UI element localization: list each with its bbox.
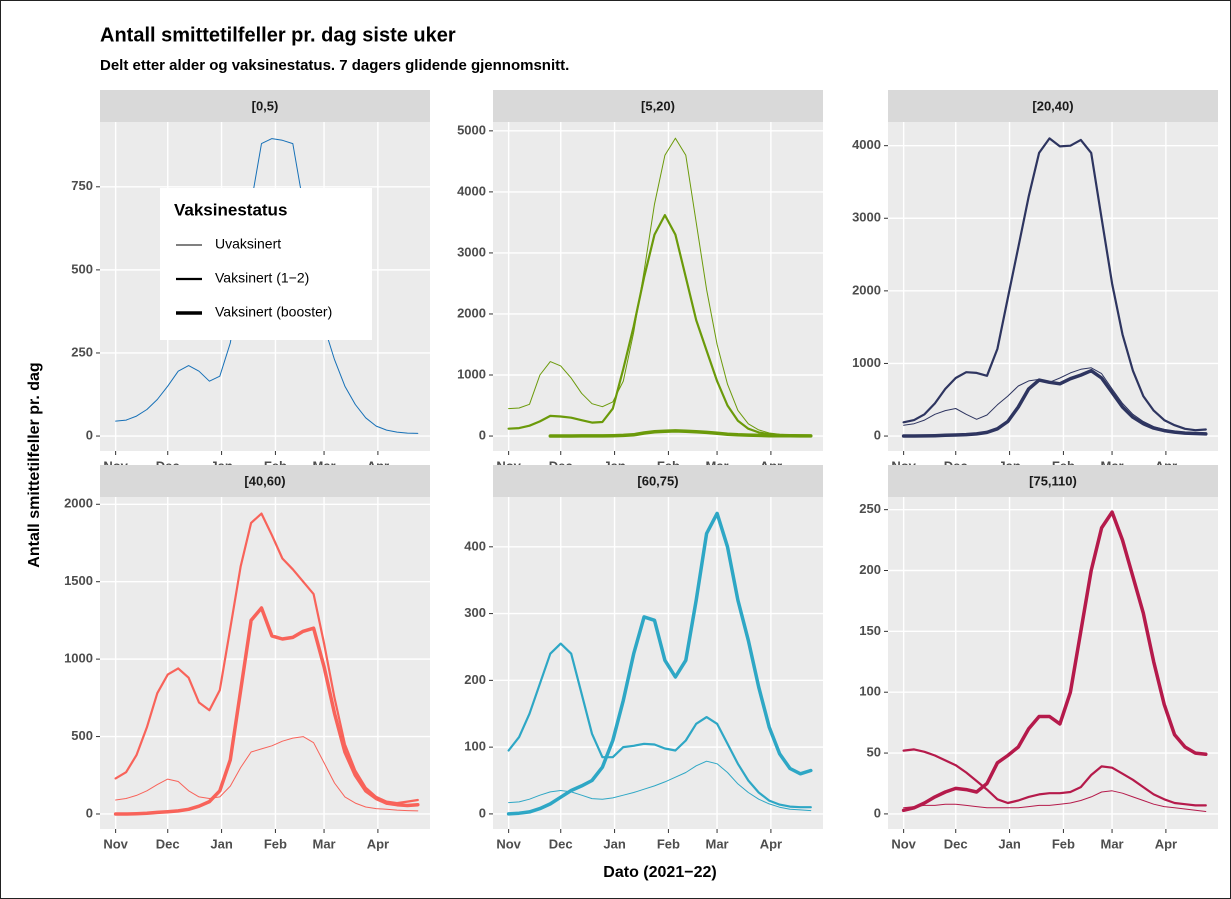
plot-background <box>888 497 1218 829</box>
y-tick-label: 1000 <box>457 366 486 381</box>
x-tick-label: Jan <box>210 836 232 851</box>
y-tick-label: 500 <box>71 728 93 743</box>
y-tick-label: 1000 <box>852 355 881 370</box>
y-tick-label: 50 <box>867 744 881 759</box>
series-line <box>507 642 812 809</box>
y-tick-label: 300 <box>464 605 486 620</box>
x-tick-label: Feb <box>657 836 680 851</box>
x-tick-label: Jan <box>603 836 625 851</box>
panels: [0,5)0250500750NovDecJanFebMarApr[5,20)0… <box>64 90 1218 851</box>
y-tick-label: 2000 <box>64 496 93 511</box>
y-tick-label: 250 <box>859 501 881 516</box>
panel-title: [40,60) <box>244 473 285 488</box>
series-line <box>506 511 813 816</box>
y-tick-label: 2000 <box>457 305 486 320</box>
x-tick-label: Dec <box>156 836 180 851</box>
chart-title: Antall smittetilfeller pr. dag siste uke… <box>100 24 456 46</box>
y-tick-label: 500 <box>71 261 93 276</box>
y-tick-label: 200 <box>464 672 486 687</box>
panel: [5,20)010002000300040005000NovDecJanFebM… <box>457 90 823 473</box>
y-tick-label: 750 <box>71 178 93 193</box>
y-tick-label: 3000 <box>852 210 881 225</box>
panel-title: [75,110) <box>1029 473 1077 488</box>
plot-background <box>100 497 430 829</box>
series-line <box>508 760 812 812</box>
x-tick-label: Feb <box>264 836 287 851</box>
series-line <box>548 429 813 438</box>
y-tick-label: 0 <box>479 427 486 442</box>
strip <box>100 90 430 122</box>
series-line <box>508 137 812 436</box>
y-tick-label: 4000 <box>852 137 881 152</box>
x-tick-label: Feb <box>1052 836 1075 851</box>
plot-background <box>888 122 1218 451</box>
strip <box>493 465 823 497</box>
y-tick-label: 4000 <box>457 183 486 198</box>
series-line <box>113 606 420 816</box>
legend-title: Vaksinestatus <box>174 200 287 219</box>
series-line <box>115 736 419 812</box>
panel: [40,60) 0 500 1000 1500 2000 Nov Dec Jan Feb Mar Ap… <box>64 465 430 851</box>
y-tick-label: 100 <box>464 739 486 754</box>
panel-title: [5,20) <box>641 98 675 113</box>
panel: [75,110) 0 50 100 150 200 250 Nov Dec Jan Feb Mar Ap… <box>859 465 1218 851</box>
y-tick-label: 400 <box>464 538 486 553</box>
strip <box>100 465 430 497</box>
panel: [0,5)0250500750NovDecJanFebMarApr <box>71 90 430 473</box>
legend-label: Vaksinert (1−2) <box>215 270 309 286</box>
legend-label: Vaksinert (booster) <box>215 304 332 320</box>
panel-title: [20,40) <box>1032 98 1073 113</box>
y-tick-label: 0 <box>874 427 881 442</box>
x-tick-label: Mar <box>312 836 335 851</box>
y-tick-label: 2000 <box>852 282 881 297</box>
x-tick-label: Mar <box>705 836 728 851</box>
y-tick-label: 1000 <box>64 651 93 666</box>
y-tick-label: 3000 <box>457 244 486 259</box>
panel-title: [60,75) <box>637 473 678 488</box>
x-axis-label: Dato (2021−22) <box>603 864 716 881</box>
y-tick-label: 0 <box>874 805 881 820</box>
x-tick-label: Jan <box>998 836 1020 851</box>
legend: Vaksinestatus Uvaksinert Vaksinert (1−2) V… <box>160 188 372 340</box>
series-line <box>507 214 812 437</box>
y-tick-label: 250 <box>71 344 93 359</box>
x-tick-label: Apr <box>1155 836 1177 851</box>
y-axis-label: Antall smittetilfeller pr. dag <box>26 362 43 567</box>
series-line <box>902 137 1207 432</box>
x-tick-label: Dec <box>549 836 573 851</box>
y-tick-label: 200 <box>859 562 881 577</box>
y-tick-label: 150 <box>859 623 881 638</box>
series-line <box>902 748 1207 807</box>
series-line <box>901 368 1208 438</box>
series-line <box>115 138 419 434</box>
strip <box>888 465 1218 497</box>
x-tick-label: Apr <box>367 836 389 851</box>
chart-subtitle: Delt etter alder og vaksinestatus. 7 dag… <box>100 57 569 74</box>
series-line <box>901 510 1208 813</box>
y-tick-label: 0 <box>86 427 93 442</box>
y-tick-label: 5000 <box>457 122 486 137</box>
x-tick-label: Nov <box>103 836 128 851</box>
x-tick-label: Nov <box>891 836 916 851</box>
strip <box>888 90 1218 122</box>
series-line <box>903 790 1207 812</box>
x-tick-label: Apr <box>760 836 782 851</box>
panel: [60,75) 0 100 200 300 400 Nov Dec Jan Feb Mar Apr <box>464 465 823 851</box>
panel-title: [0,5) <box>252 98 279 113</box>
y-tick-label: 0 <box>479 805 486 820</box>
panel: [20,40)01000200030004000NovDecJanFebMarA… <box>852 90 1218 473</box>
x-tick-label: Dec <box>944 836 968 851</box>
y-tick-label: 1500 <box>64 573 93 588</box>
x-tick-label: Mar <box>1100 836 1123 851</box>
y-tick-label: 0 <box>86 805 93 820</box>
legend-label: Uvaksinert <box>215 236 281 252</box>
strip <box>493 90 823 122</box>
y-tick-label: 100 <box>859 684 881 699</box>
x-tick-label: Nov <box>496 836 521 851</box>
plot-background <box>493 122 823 451</box>
series-line <box>114 512 419 805</box>
